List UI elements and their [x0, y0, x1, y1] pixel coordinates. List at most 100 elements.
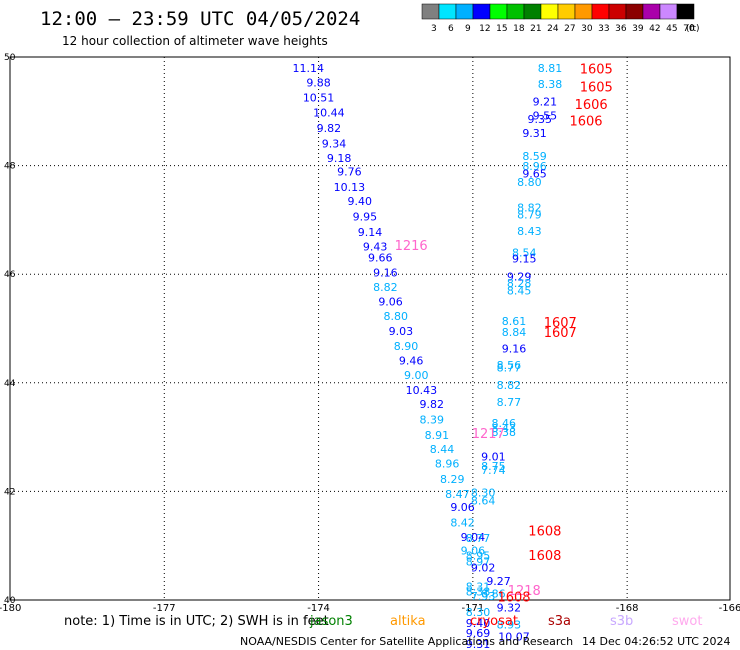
wave-height-point: 8.46 — [491, 417, 516, 430]
pass-time-label: 1218 — [508, 584, 541, 599]
wave-height-point: 9.34 — [322, 137, 347, 150]
wave-height-point: 7.93 — [471, 590, 496, 603]
colorbar-swatch — [574, 3, 593, 20]
wave-height-point: 10.51 — [303, 92, 335, 105]
colorbar-label: 27 — [564, 24, 575, 34]
colorbar-swatch — [506, 3, 525, 20]
mission-altika: altika — [390, 614, 426, 629]
pass-time-label: 1605 — [580, 80, 613, 95]
wave-height-point: 9.46 — [399, 355, 424, 368]
wave-height-point: 8.42 — [450, 516, 475, 529]
x-tick-label: -180 — [0, 603, 21, 614]
wave-height-point: 8.77 — [497, 396, 522, 409]
colorbar-label: 42 — [649, 24, 660, 34]
wave-height-point: 8.84 — [502, 326, 527, 339]
y-tick-label: 46 — [4, 270, 16, 280]
colorbar-swatch — [557, 3, 576, 20]
colorbar-legend: 3 6 9 12 15 18 21 24 27 30 33 36 39 42 45 70(ft) — [421, 3, 700, 34]
gridlines — [10, 57, 730, 600]
wave-height-point: 8.31 — [466, 580, 491, 593]
wave-height-point: 8.96 — [522, 160, 547, 173]
wave-height-point: 8.90 — [394, 340, 419, 353]
wave-height-point: 8.81 — [538, 62, 563, 75]
x-axis-ticks: -180 -177 -174 -171 -168 -166 — [0, 603, 740, 614]
pass-time-label: 1606 — [575, 98, 608, 113]
wave-height-point: 10.13 — [334, 181, 366, 194]
colorbar-label: 24 — [547, 24, 559, 34]
colorbar-label: 6 — [448, 24, 454, 34]
wave-height-point: 9.00 — [404, 369, 429, 382]
wave-height-point: 9.43 — [363, 241, 388, 254]
colorbar-swatch — [472, 3, 491, 20]
y-tick-label: 44 — [4, 379, 16, 389]
wave-height-point: 10.07 — [498, 630, 530, 643]
chart-title: 12:00 – 23:59 UTC 04/05/2024 — [40, 8, 360, 30]
wave-height-point: 9.29 — [507, 270, 532, 283]
wave-height-point: 8.75 — [481, 460, 506, 473]
wave-height-point: 8.93 — [497, 618, 522, 631]
wave-height-point: 8.44 — [430, 443, 455, 456]
wave-height-point: 9.16 — [502, 343, 527, 356]
colorbar-label: 18 — [513, 24, 525, 34]
wave-height-point: 9.04 — [461, 531, 486, 544]
wave-height-point: 9.76 — [337, 166, 362, 179]
wave-height-point: 9.15 — [512, 252, 537, 265]
plot-frame — [9, 56, 731, 601]
mission-legend: jason3 altika cryosat s3a s3b swot — [309, 614, 702, 629]
wave-height-point: 10.44 — [313, 106, 345, 119]
wave-height-point: 8.54 — [512, 246, 537, 259]
wave-height-point: 9.95 — [353, 211, 378, 224]
wave-height-point: 9.27 — [486, 575, 511, 588]
wave-height-point: 8.38 — [466, 585, 491, 598]
colorbar-label: 21 — [530, 24, 541, 34]
colorbar-label: 9 — [465, 24, 471, 34]
wave-height-point: 8.82 — [373, 281, 398, 294]
colorbar-swatch — [523, 3, 542, 20]
colorbar-label: 45 — [666, 24, 677, 34]
wave-height-point: 9.69 — [466, 627, 491, 640]
pass-time-label: 1608 — [497, 591, 530, 606]
mission-s3b: s3b — [610, 614, 633, 629]
wave-height-point: 8.45 — [507, 284, 532, 297]
wave-height-point: 8.39 — [419, 414, 444, 427]
wave-height-point: 9.66 — [368, 251, 393, 264]
mission-cryosat: cryosat — [470, 614, 518, 629]
colorbar-swatch — [625, 3, 644, 20]
y-axis-ticks: 50 48 46 44 42 40 — [4, 53, 16, 606]
mission-s3a: s3a — [548, 614, 571, 629]
wave-height-point: 8.77 — [466, 532, 491, 545]
wave-height-point: 8.91 — [425, 429, 450, 442]
wave-height-point: 9.32 — [497, 602, 522, 615]
wave-height-point: 9.55 — [533, 110, 558, 123]
y-tick-label: 50 — [4, 53, 16, 63]
wave-height-point: 9.14 — [358, 226, 383, 239]
footer-credit: NOAA/NESDIS Center for Satellite Applica… — [240, 635, 573, 648]
wave-height-point: 9.40 — [466, 617, 491, 630]
wave-height-point: 9.06 — [378, 295, 403, 308]
wave-height-point: 8.82 — [517, 201, 542, 214]
colorbar-swatch — [608, 3, 627, 20]
wave-height-point: 9.06 — [461, 545, 486, 558]
wave-height-point: 8.80 — [517, 176, 542, 189]
colorbar-swatch — [659, 3, 678, 20]
colorbar-swatch — [438, 3, 457, 20]
wave-height-point: 9.18 — [327, 152, 352, 165]
colorbar-swatch — [676, 3, 695, 20]
pass-time-label: 1216 — [395, 239, 428, 254]
plot-area: -180 -177 -174 -171 -168 -166 50 48 46 44 42 40 11… — [0, 53, 740, 650]
colorbar-unit: (ft) — [686, 24, 700, 34]
wave-height-point: 8.95 — [466, 549, 491, 562]
wave-height-point: 8.97 — [466, 555, 491, 568]
chart-subtitle: 12 hour collection of altimeter wave hei… — [62, 34, 328, 48]
x-tick-label: -174 — [307, 603, 330, 614]
pass-time-label: 1606 — [569, 115, 602, 130]
x-tick-label: -177 — [153, 603, 176, 614]
wave-height-point: 9.35 — [527, 113, 552, 126]
wave-height-point: 8.38 — [491, 426, 516, 439]
wave-height-point: 8.30 — [471, 486, 496, 499]
wave-height-point: 10.43 — [406, 384, 438, 397]
colorbar-label: 12 — [479, 24, 490, 34]
wave-height-point: 9.82 — [317, 122, 342, 135]
wave-height-point: 8.43 — [517, 225, 542, 238]
